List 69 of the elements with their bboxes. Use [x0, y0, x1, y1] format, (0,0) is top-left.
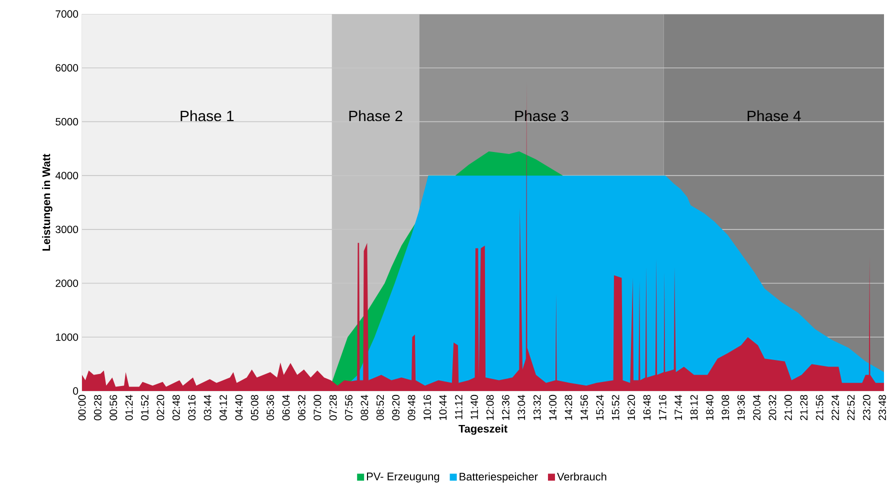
x-tick-label: 12:36 — [502, 394, 510, 420]
x-tick-label: 05:36 — [266, 394, 274, 420]
x-tick-label: 06:32 — [298, 395, 306, 420]
x-tick-label: 03:44 — [204, 394, 212, 420]
x-tick-label: 00:56 — [110, 394, 118, 420]
legend-label: Batteriespeicher — [460, 472, 538, 483]
x-tick-label: 05:08 — [250, 394, 258, 420]
band-label: Phase 1 — [180, 110, 234, 122]
x-tick-label: 04:40 — [235, 394, 243, 420]
x-tick-label: 01:52 — [141, 395, 148, 420]
x-tick-label: 22:24 — [832, 394, 839, 420]
x-tick-label: 23:48 — [878, 394, 886, 420]
x-tick-label: 02:48 — [172, 394, 180, 420]
y-tick-label: 6000 — [56, 64, 78, 72]
y-tick-label: 0 — [73, 387, 78, 395]
x-tick-label: 10:44 — [439, 394, 447, 420]
x-tick-label: 08:24 — [360, 394, 368, 420]
y-tick-label: 4000 — [55, 172, 78, 180]
x-tick-label: 14:28 — [564, 394, 572, 420]
x-tick-label: 19:08 — [722, 394, 730, 420]
x-tick-label: 04:12 — [220, 395, 227, 420]
x-tick-label: 09:48 — [408, 394, 416, 420]
x-tick-label: 14:56 — [580, 394, 588, 420]
y-tick-label: 3000 — [56, 226, 78, 234]
x-tick-label: 17:44 — [674, 394, 682, 420]
x-tick-label: 07:00 — [314, 394, 322, 420]
x-tick-label: 23:20 — [862, 394, 870, 420]
x-tick-label: 20:04 — [753, 394, 760, 420]
x-tick-label: 22:52 — [847, 395, 855, 420]
x-tick-label: 21:28 — [800, 394, 808, 420]
x-tick-label: 17:16 — [658, 394, 666, 420]
x-tick-label: 18:12 — [690, 395, 698, 420]
x-tick-label: 11:12 — [454, 395, 462, 420]
y-tick-label: 7000 — [56, 10, 78, 18]
band-label: Phase 4 — [748, 110, 801, 122]
x-tick-label: 20:32 — [768, 395, 776, 420]
x-tick-label: 12:08 — [486, 394, 494, 420]
x-tick-label: 07:56 — [345, 394, 352, 420]
y-tick-label: 1000 — [56, 333, 78, 341]
x-tick-label: 16:48 — [643, 394, 651, 420]
x-tick-label: 13:04 — [518, 394, 526, 420]
x-tick-label: 19:36 — [737, 394, 745, 420]
band-label: Phase 2 — [349, 110, 402, 122]
x-axis-title: Tageszeit — [458, 424, 508, 435]
x-tick-label: 00:28 — [94, 394, 102, 420]
x-tick-label: 15:52 — [612, 395, 620, 420]
x-tick-label: 14:00 — [549, 394, 556, 420]
legend-label: PV- Erzeugung — [366, 472, 440, 482]
x-tick-label: 18:40 — [706, 394, 714, 420]
legend-label: Verbrauch — [557, 472, 606, 481]
x-tick-label: 01:24 — [125, 394, 133, 420]
x-tick-label: 10:16 — [424, 394, 431, 420]
x-tick-label: 21:00 — [784, 394, 792, 420]
y-tick-label: 5000 — [56, 118, 78, 126]
x-tick-label: 07:28 — [329, 394, 337, 420]
x-tick-label: 03:16 — [188, 394, 196, 420]
x-tick-label: 15:24 — [596, 394, 604, 420]
x-tick-label: 16:20 — [628, 394, 635, 420]
x-tick-label: 00:00 — [78, 394, 86, 420]
x-tick-label: 21:56 — [816, 394, 824, 420]
x-tick-label: 11:40 — [470, 394, 478, 420]
x-tick-label: 09:20 — [392, 394, 400, 420]
x-tick-label: 06:04 — [282, 394, 290, 420]
y-axis-title: Leistungen in Watt — [42, 154, 52, 251]
x-tick-label: 02:20 — [156, 394, 164, 420]
y-tick-label: 2000 — [56, 280, 78, 287]
x-tick-label: 13:32 — [533, 395, 541, 420]
band-label: Phase 3 — [515, 110, 568, 122]
x-tick-label: 08:52 — [376, 395, 384, 420]
